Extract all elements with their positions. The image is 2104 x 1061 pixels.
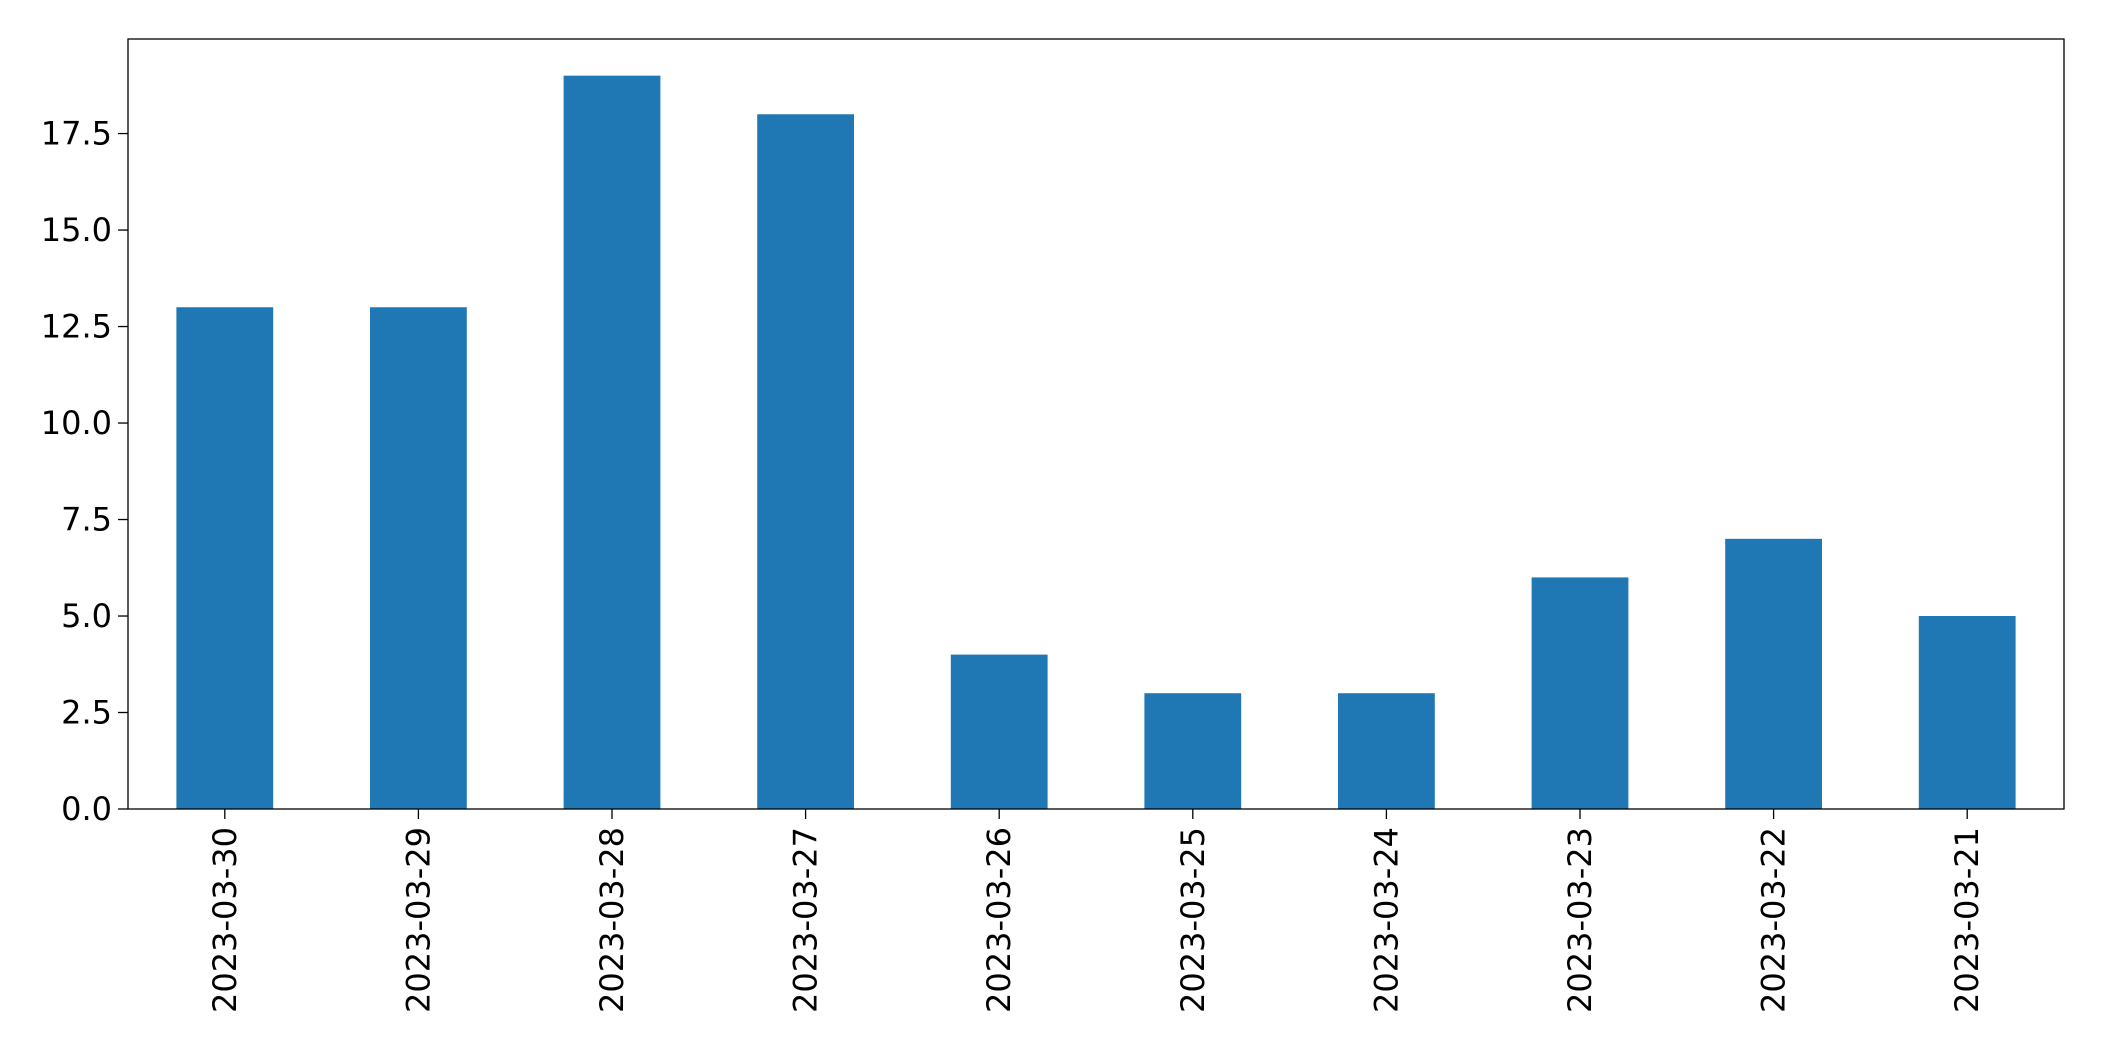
x-tick-label: 2023-03-21: [1948, 827, 1986, 1013]
bar: [757, 114, 854, 809]
x-tick-label: 2023-03-25: [1174, 827, 1212, 1013]
x-tick-label: 2023-03-23: [1561, 827, 1599, 1013]
plot-frame: [127, 38, 2065, 810]
bar: [1725, 538, 1822, 809]
x-tick-label: 2023-03-28: [593, 827, 631, 1013]
x-tick-label: 2023-03-27: [787, 827, 825, 1013]
y-tick-label: 12.5: [41, 308, 112, 346]
y-tick-label: 7.5: [61, 501, 112, 539]
x-tick-label: 2023-03-24: [1367, 827, 1405, 1013]
bar: [1918, 616, 2016, 809]
y-tick-label: 5.0: [61, 597, 112, 635]
x-tick-label: 2023-03-22: [1755, 827, 1793, 1013]
bar: [1144, 693, 1242, 809]
y-tick-label: 15.0: [41, 211, 112, 249]
bar: [1531, 577, 1629, 809]
y-tick-label: 17.5: [41, 115, 112, 153]
bar: [370, 307, 467, 809]
y-tick-label: 0.0: [61, 790, 112, 828]
x-tick-label: 2023-03-29: [399, 827, 437, 1013]
x-tick-label: 2023-03-30: [206, 827, 244, 1013]
x-tick-label: 2023-03-26: [980, 827, 1018, 1013]
bar: [176, 307, 274, 809]
bar: [563, 75, 661, 809]
y-tick-label: 10.0: [41, 404, 112, 442]
bar: [1338, 693, 1435, 809]
y-tick-label: 2.5: [61, 694, 112, 732]
bar: [950, 654, 1048, 809]
